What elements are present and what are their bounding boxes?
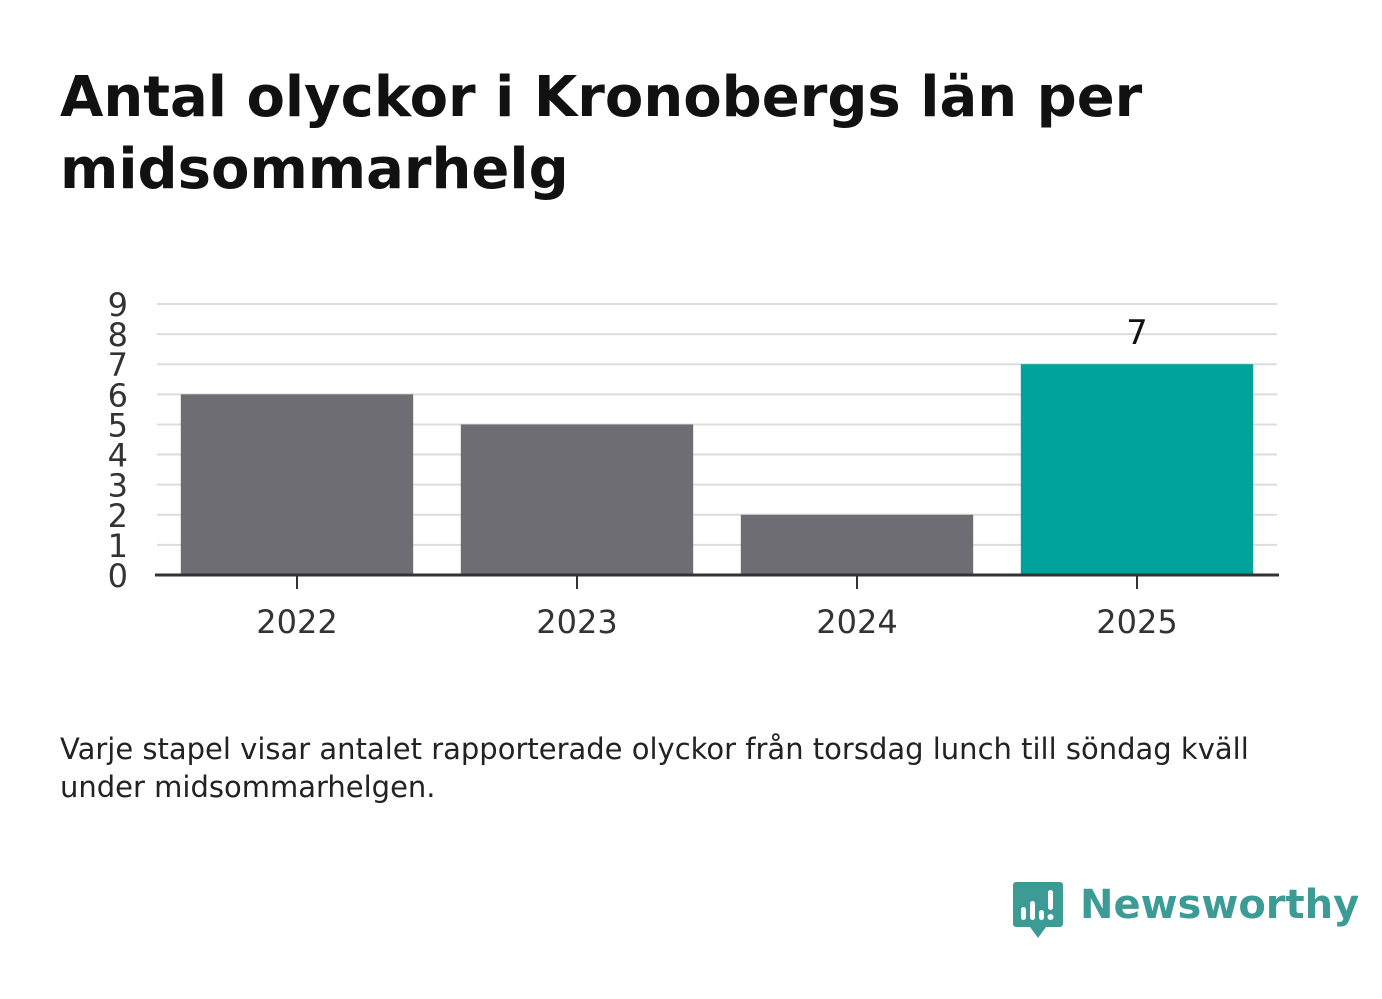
y-tick-label: 9: [108, 286, 128, 324]
y-tick-label: 5: [108, 406, 128, 444]
bar-2022: [180, 394, 414, 575]
x-tick-label: 2023: [536, 603, 617, 641]
bar-2025: [1020, 364, 1254, 575]
y-tick-label: 6: [108, 376, 128, 414]
brand-logo: Newsworthy: [1010, 878, 1359, 942]
x-axis: 2022 2023 2024 2025: [155, 573, 1279, 641]
data-labels: 7: [1126, 313, 1148, 353]
y-tick-label: 8: [108, 316, 128, 354]
bar-2024: [740, 514, 974, 575]
y-tick-label: 7: [108, 346, 128, 384]
chart-title: Antal olyckor i Kronobergs län per midso…: [60, 65, 1143, 202]
x-tick-label: 2022: [256, 603, 337, 641]
data-label: 7: [1126, 313, 1148, 353]
brand-name: Newsworthy: [1080, 882, 1360, 928]
chat-bubble-bar-chart-icon: [1013, 882, 1063, 938]
x-tick-label: 2025: [1096, 603, 1177, 641]
bar-2023: [460, 424, 694, 575]
bars: [180, 364, 1254, 575]
x-tick-label: 2024: [816, 603, 897, 641]
y-tick-label: 2: [108, 497, 128, 535]
y-tick-label: 0: [108, 557, 128, 595]
chart-caption: Varje stapel visar antalet rapporterade …: [60, 732, 1249, 804]
y-tick-label: 4: [108, 437, 128, 475]
y-tick-label: 1: [108, 527, 128, 565]
y-tick-label: 3: [108, 467, 128, 505]
